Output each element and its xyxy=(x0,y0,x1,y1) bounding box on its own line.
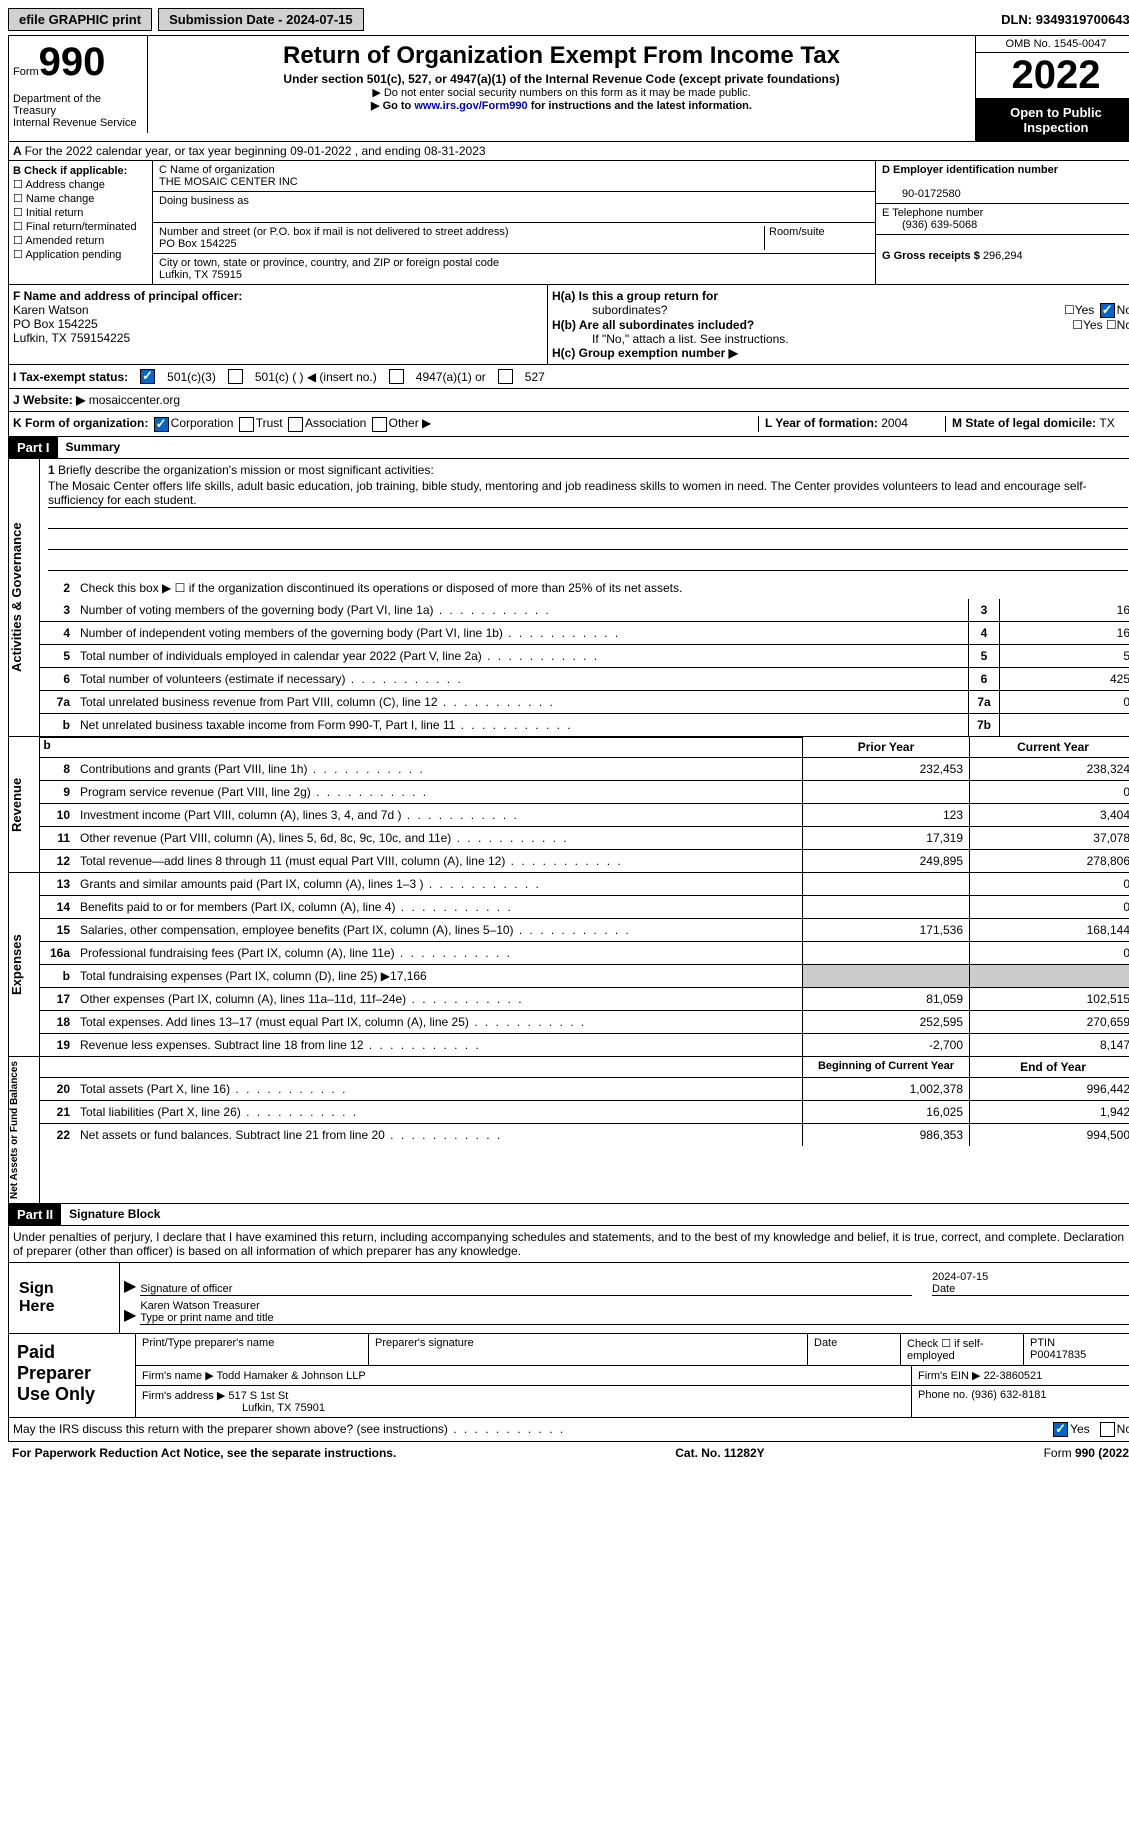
summary-line: 22Net assets or fund balances. Subtract … xyxy=(40,1124,1129,1146)
subdate-btn: Submission Date - 2024-07-15 xyxy=(158,8,364,31)
summary-line: 16aProfessional fundraising fees (Part I… xyxy=(40,942,1129,965)
chk-assoc[interactable] xyxy=(288,417,303,432)
open-public: Open to PublicInspection xyxy=(976,99,1129,141)
org-name-cell: C Name of organizationTHE MOSAIC CENTER … xyxy=(153,161,875,192)
hdr-current: Current Year xyxy=(969,737,1129,757)
summary-line: 6Total number of volunteers (estimate if… xyxy=(40,668,1129,691)
ha-no-check[interactable] xyxy=(1100,303,1115,318)
summary-line: 21Total liabilities (Part X, line 26)16,… xyxy=(40,1101,1129,1124)
addr-cell: Number and street (or P.O. box if mail i… xyxy=(153,223,875,254)
chk-amended[interactable]: ☐ Amended return xyxy=(13,234,148,247)
row-i: I Tax-exempt status: 501(c)(3) 501(c) ( … xyxy=(8,365,1129,389)
chk-trust[interactable] xyxy=(239,417,254,432)
summary-line: 7aTotal unrelated business revenue from … xyxy=(40,691,1129,714)
summary-line: bTotal fundraising expenses (Part IX, co… xyxy=(40,965,1129,988)
header: Form990 Department of the Treasury Inter… xyxy=(8,35,1129,142)
discuss-row: May the IRS discuss this return with the… xyxy=(8,1418,1129,1442)
dept-irs: Internal Revenue Service xyxy=(13,117,143,129)
summary-line: 8Contributions and grants (Part VIII, li… xyxy=(40,758,1129,781)
summary-line: 20Total assets (Part X, line 16)1,002,37… xyxy=(40,1078,1129,1101)
summary-line: 12Total revenue—add lines 8 through 11 (… xyxy=(40,850,1129,872)
chk-pending[interactable]: ☐ Application pending xyxy=(13,248,148,261)
discuss-yes[interactable] xyxy=(1053,1422,1068,1437)
efile-btn[interactable]: efile GRAPHIC print xyxy=(8,8,152,31)
tab-revenue: Revenue xyxy=(9,737,40,872)
summary-line: 18Total expenses. Add lines 13–17 (must … xyxy=(40,1011,1129,1034)
col-f: F Name and address of principal officer:… xyxy=(9,285,548,364)
chk-other[interactable] xyxy=(372,417,387,432)
row-j: J Website: ▶ mosaiccenter.org xyxy=(8,389,1129,412)
section-bcd: B Check if applicable: ☐ Address change … xyxy=(8,161,1129,285)
year-box: OMB No. 1545-0047 2022 Open to PublicIns… xyxy=(975,36,1129,141)
summary-expenses: Expenses 13Grants and similar amounts pa… xyxy=(8,873,1129,1057)
col-h: H(a) Is this a group return for subordin… xyxy=(548,285,1129,364)
form-title: Return of Organization Exempt From Incom… xyxy=(148,36,975,116)
footer: For Paperwork Reduction Act Notice, see … xyxy=(8,1442,1129,1464)
summary-netassets: Net Assets or Fund Balances Beginning of… xyxy=(8,1057,1129,1204)
sign-here: SignHere ▶Signature of officer2024-07-15… xyxy=(8,1263,1129,1334)
tab-governance: Activities & Governance xyxy=(9,459,40,736)
dba-cell: Doing business as xyxy=(153,192,875,223)
subtitle-3: ▶ Go to www.irs.gov/Form990 for instruct… xyxy=(152,99,971,112)
topbar: efile GRAPHIC print Submission Date - 20… xyxy=(8,8,1129,31)
part2-header: Part IISignature Block xyxy=(8,1204,1129,1226)
paid-preparer: PaidPreparerUse Only Print/Type preparer… xyxy=(8,1334,1129,1418)
subtitle-1: Under section 501(c), 527, or 4947(a)(1)… xyxy=(152,72,971,86)
tab-netassets: Net Assets or Fund Balances xyxy=(9,1057,40,1203)
tab-expenses: Expenses xyxy=(9,873,40,1056)
subtitle-2: ▶ Do not enter social security numbers o… xyxy=(152,86,971,99)
chk-527[interactable] xyxy=(498,369,513,384)
chk-corp[interactable] xyxy=(154,417,169,432)
declaration: Under penalties of perjury, I declare th… xyxy=(8,1226,1129,1263)
row-fgh: F Name and address of principal officer:… xyxy=(8,285,1129,365)
mission: 1 Briefly describe the organization's mi… xyxy=(40,459,1129,577)
gross-cell: G Gross receipts $ 296,294 xyxy=(876,235,1129,265)
row-k: K Form of organization: Corporation Trus… xyxy=(8,412,1129,436)
tax-year: 2022 xyxy=(976,53,1129,99)
irs-link[interactable]: www.irs.gov/Form990 xyxy=(414,100,527,112)
col-c: C Name of organizationTHE MOSAIC CENTER … xyxy=(153,161,875,284)
discuss-no[interactable] xyxy=(1100,1422,1115,1437)
hdr-end: End of Year xyxy=(969,1057,1129,1077)
tax-status-label: I Tax-exempt status: xyxy=(13,370,128,384)
chk-final[interactable]: ☐ Final return/terminated xyxy=(13,220,148,233)
summary-revenue: Revenue bPrior YearCurrent Year 8Contrib… xyxy=(8,737,1129,873)
summary-line: 3Number of voting members of the governi… xyxy=(40,599,1129,622)
chk-name[interactable]: ☐ Name change xyxy=(13,192,148,205)
col-d: D Employer identification number90-01725… xyxy=(875,161,1129,284)
ein-cell: D Employer identification number90-01725… xyxy=(876,161,1129,204)
summary-line: 13Grants and similar amounts paid (Part … xyxy=(40,873,1129,896)
summary-line: 15Salaries, other compensation, employee… xyxy=(40,919,1129,942)
col-b-header: B Check if applicable: xyxy=(13,165,127,177)
chk-4947[interactable] xyxy=(389,369,404,384)
col-b: B Check if applicable: ☐ Address change … xyxy=(9,161,153,284)
arrow-icon: ▶ xyxy=(124,1276,136,1296)
arrow-icon: ▶ xyxy=(124,1305,136,1325)
main-title: Return of Organization Exempt From Incom… xyxy=(152,42,971,70)
chk-address[interactable]: ☐ Address change xyxy=(13,178,148,191)
summary-line: 10Investment income (Part VIII, column (… xyxy=(40,804,1129,827)
omb-no: OMB No. 1545-0047 xyxy=(976,36,1129,53)
row-a: A For the 2022 calendar year, or tax yea… xyxy=(8,142,1129,161)
summary-line: 19Revenue less expenses. Subtract line 1… xyxy=(40,1034,1129,1056)
summary-line: 17Other expenses (Part IX, column (A), l… xyxy=(40,988,1129,1011)
summary-line: bNet unrelated business taxable income f… xyxy=(40,714,1129,736)
dln: DLN: 93493197006434 xyxy=(1001,12,1129,27)
chk-501c3[interactable] xyxy=(140,369,155,384)
summary-line: 11Other revenue (Part VIII, column (A), … xyxy=(40,827,1129,850)
form-990-label: Form990 Department of the Treasury Inter… xyxy=(9,36,148,133)
dept-treasury: Department of the Treasury xyxy=(13,93,143,117)
summary-line: 4Number of independent voting members of… xyxy=(40,622,1129,645)
hdr-begin: Beginning of Current Year xyxy=(802,1057,969,1077)
tel-cell: E Telephone number(936) 639-5068 xyxy=(876,204,1129,235)
summary-line: 9Program service revenue (Part VIII, lin… xyxy=(40,781,1129,804)
summary-line: 14Benefits paid to or for members (Part … xyxy=(40,896,1129,919)
summary-governance: Activities & Governance 1 Briefly descri… xyxy=(8,459,1129,737)
chk-501c[interactable] xyxy=(228,369,243,384)
part1-header: Part ISummary xyxy=(8,437,1129,459)
summary-line: 5Total number of individuals employed in… xyxy=(40,645,1129,668)
chk-initial[interactable]: ☐ Initial return xyxy=(13,206,148,219)
hdr-prior: Prior Year xyxy=(802,737,969,757)
city-cell: City or town, state or province, country… xyxy=(153,254,875,284)
